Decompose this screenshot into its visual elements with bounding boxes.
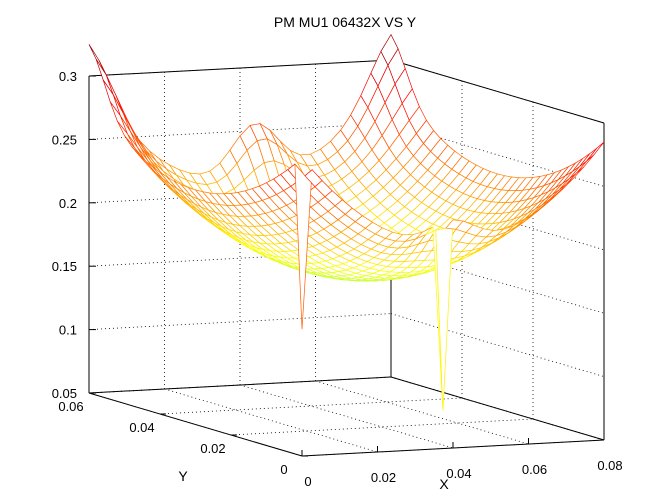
y-tick-label: 0.02 — [200, 441, 225, 456]
y-axis-label: Y — [178, 468, 188, 484]
tick-labels: 0.05 0.1 0.15 0.2 0.25 0.3 0 0.02 0.04 0.06 0.08 0 0… — [52, 69, 623, 489]
y-gridline — [88, 376, 392, 394]
z-gridline — [88, 313, 392, 330]
y-tick-label: 0 — [280, 462, 287, 477]
y-tick-label: 0.06 — [58, 399, 83, 414]
box-edge — [390, 59, 605, 124]
z-gridline — [88, 123, 392, 140]
y-gridline — [159, 397, 463, 415]
z-tick-label: 0.1 — [59, 323, 77, 338]
x-axis-label: X — [439, 476, 449, 492]
box-edge — [390, 376, 605, 441]
x-tick-label: 0.02 — [371, 470, 396, 485]
y-gridline — [230, 418, 534, 436]
x-tick-label: 0 — [304, 474, 311, 489]
surface-cell — [586, 141, 605, 162]
y-tick-label: 0.04 — [129, 420, 154, 435]
z-tick-label: 0.15 — [52, 259, 77, 274]
x-tick-label: 0.06 — [522, 462, 547, 477]
z-gridline — [88, 59, 392, 77]
z-tick-label: 0.2 — [59, 196, 77, 211]
x-tick-label: 0.08 — [597, 458, 622, 473]
chart-title: PM MU1 06432X VS Y — [274, 14, 417, 30]
front-axes — [88, 75, 605, 457]
z-tick-label: 0.05 — [52, 386, 77, 401]
z-tick-label: 0.25 — [52, 132, 77, 147]
y-axis-line — [88, 392, 303, 457]
z-tick-label: 0.3 — [59, 69, 77, 84]
x-tick-label: 0.04 — [446, 466, 471, 481]
surface-mesh — [88, 33, 605, 411]
